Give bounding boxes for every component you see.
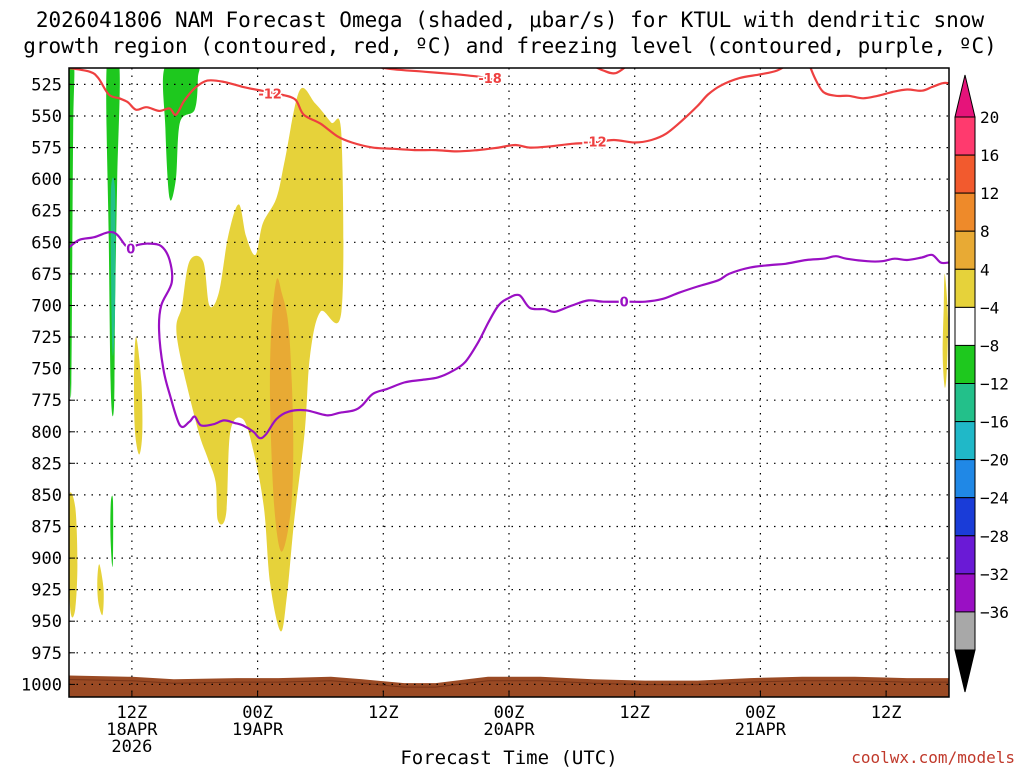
y-tick-label-850: 850 [31, 486, 62, 506]
y-tick-label-625: 625 [31, 202, 62, 222]
colorbar-swatch-10 [954, 497, 976, 537]
contour-lines: -12 -12 -18 0 0 [69, 68, 949, 440]
y-tick-label-550: 550 [31, 107, 62, 127]
credit-text: coolwx.com/models [851, 748, 1015, 767]
x-tick-label-30-1: 12Z [368, 703, 399, 723]
colorbar-top-arrow [954, 74, 976, 118]
y-tick-label-1000: 1000 [21, 675, 62, 695]
omega-neg-4 [162, 68, 200, 201]
colorbar-swatch-5 [954, 306, 976, 346]
y-axis-ticks: 525 550 575 600 625 650 675 700 725 750 775 800 825 8… [21, 75, 75, 695]
omega-shading [69, 68, 949, 632]
x-tick-label-78-1: 12Z [871, 703, 902, 723]
dgz-minus12 [69, 68, 785, 153]
colorbar-label-12: −32 [980, 565, 1009, 584]
x-tick-label-66-1: 00Z [745, 703, 776, 723]
contour-label-0: -12 [258, 87, 282, 102]
omega-neg-3 [110, 177, 116, 356]
colorbar-label-9: −20 [980, 451, 1009, 470]
colorbar-swatch-1 [954, 154, 976, 194]
x-tick-label-6-2: 18APR [106, 720, 158, 740]
y-tick-label-950: 950 [31, 612, 62, 632]
colorbar-swatch-3 [954, 230, 976, 270]
x-tick-label-42-2: 20APR [483, 720, 535, 740]
x-axis-label: Forecast Time (UTC) [400, 747, 617, 768]
colorbar-swatch-11 [954, 535, 976, 575]
ground-layer [69, 675, 949, 697]
colorbar-swatch-0 [954, 116, 976, 156]
y-tick-label-725: 725 [31, 328, 62, 348]
x-tick-label-54-1: 12Z [619, 703, 650, 723]
omega-neg-1 [69, 68, 75, 399]
y-tick-label-525: 525 [31, 75, 62, 95]
colorbar-swatch-13 [954, 611, 976, 651]
y-tick-label-875: 875 [31, 518, 62, 538]
contour-label-3: 0 [126, 243, 135, 258]
y-tick-label-600: 600 [31, 170, 62, 190]
chart-title-line2: growth region (contoured, red, ºC) and f… [23, 34, 997, 58]
y-tick-label-775: 775 [31, 391, 62, 411]
y-tick-label-925: 925 [31, 581, 62, 601]
y-tick-label-825: 825 [31, 454, 62, 474]
contour-label-1: -12 [583, 135, 607, 150]
colorbar-swatch-2 [954, 192, 976, 232]
colorbar-label-10: −24 [980, 489, 1009, 508]
colorbar-label-1: 16 [980, 146, 999, 165]
colorbar-label-7: −12 [980, 375, 1009, 394]
y-tick-label-900: 900 [31, 549, 62, 569]
x-tick-label-66-2: 21APR [735, 720, 787, 740]
omega-pos-6 [942, 273, 949, 388]
freezing-level-0 [69, 230, 949, 440]
x-tick-label-42-1: 00Z [494, 703, 525, 723]
omega-pos-4 [69, 492, 78, 618]
y-tick-label-700: 700 [31, 297, 62, 317]
colorbar-swatch-12 [954, 573, 976, 613]
omega-pos-5 [97, 564, 104, 616]
omega-pos-3 [133, 337, 143, 455]
y-tick-label-975: 975 [31, 644, 62, 664]
x-tick-label-18-2: 19APR [232, 720, 284, 740]
colorbar-label-11: −28 [980, 527, 1009, 546]
ground-fill [69, 675, 949, 697]
contour-label-4: 0 [620, 296, 629, 311]
colorbar-label-2: 12 [980, 184, 999, 203]
ground-texture [69, 679, 949, 688]
y-tick-label-800: 800 [31, 423, 62, 443]
dgz-minus18 [377, 68, 493, 81]
x-tick-label-6-3: 2026 [111, 737, 152, 757]
colorbar-swatch-7 [954, 383, 976, 423]
omega-pos-1 [176, 87, 344, 632]
colorbar-swatch-8 [954, 421, 976, 461]
chart-title-line1: 2026041806 NAM Forecast Omega (shaded, μ… [36, 8, 985, 32]
x-tick-label-18-1: 00Z [242, 703, 273, 723]
colorbar-label-6: −8 [980, 336, 999, 355]
dgz-minus12-east [809, 68, 949, 100]
colorbar: 20 16 12 8 4 −4 −8 −12 −16 −20 −24 −28 −32 −36 [954, 74, 1009, 693]
colorbar-label-8: −16 [980, 413, 1009, 432]
colorbar-label-5: −4 [980, 298, 999, 317]
x-tick-label-6-1: 12Z [117, 703, 148, 723]
contour-label-2: -18 [478, 72, 502, 87]
colorbar-swatch-9 [954, 459, 976, 499]
colorbar-label-0: 20 [980, 108, 999, 127]
colorbar-swatch-6 [954, 344, 976, 384]
y-tick-label-750: 750 [31, 360, 62, 380]
y-tick-label-675: 675 [31, 265, 62, 285]
colorbar-swatch-4 [954, 268, 976, 308]
colorbar-label-13: −36 [980, 603, 1009, 622]
y-tick-label-650: 650 [31, 233, 62, 253]
colorbar-label-4: 4 [980, 260, 990, 279]
y-tick-label-575: 575 [31, 139, 62, 159]
colorbar-bottom-arrow [954, 649, 976, 693]
omega-neg-5 [110, 495, 114, 568]
colorbar-label-3: 8 [980, 222, 990, 241]
